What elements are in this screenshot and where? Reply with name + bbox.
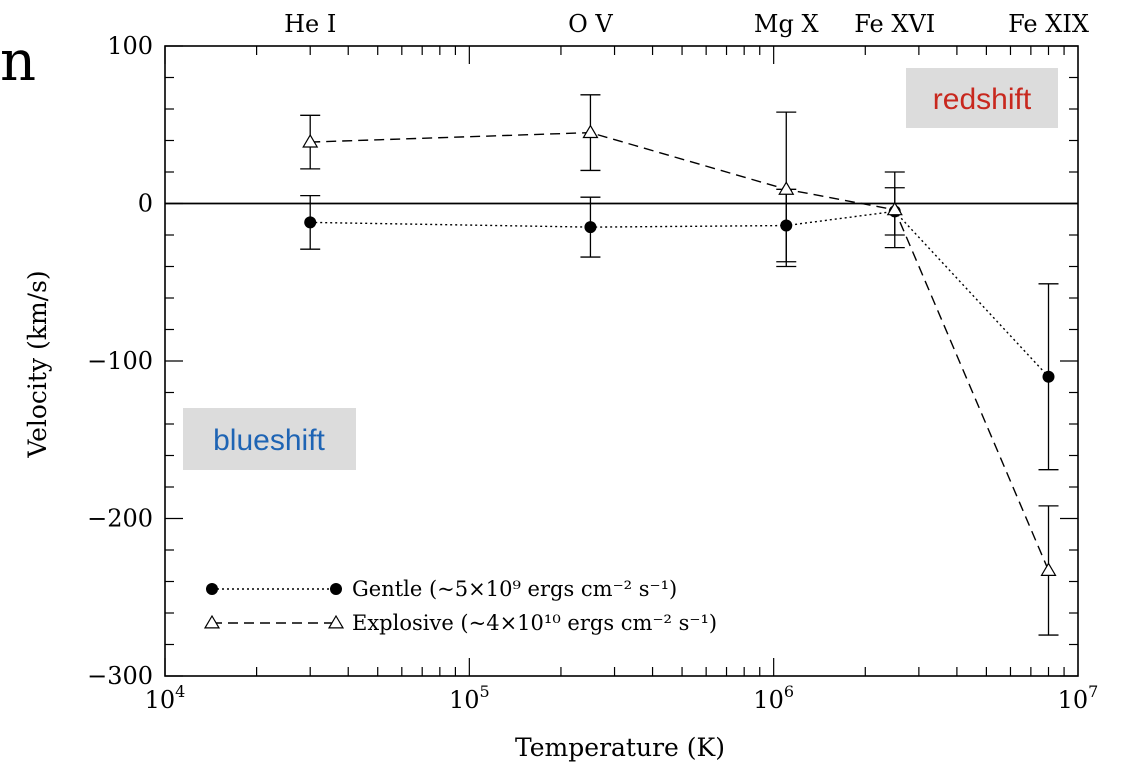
- top-axis-ion-labels: He I O V Mg X Fe XVI Fe XIX: [284, 10, 1089, 38]
- top-axis-label: He I: [284, 10, 336, 38]
- annotations: redshift blueshift: [183, 68, 1058, 470]
- series-line: [310, 210, 1050, 378]
- legend-label: Gentle (~5×10⁹ ergs cm⁻² s⁻¹): [352, 577, 677, 601]
- legend: Gentle (~5×10⁹ ergs cm⁻² s⁻¹) Explosive (…: [203, 577, 717, 635]
- top-axis-label: O V: [568, 10, 613, 38]
- y-axis-label: Velocity (km/s): [23, 270, 52, 458]
- legend-marker: [327, 614, 345, 629]
- legend-marker: [203, 614, 221, 629]
- legend-marker: [330, 583, 342, 595]
- data-point: [582, 124, 599, 139]
- series-line: [310, 131, 1050, 571]
- axis-ticks: [164, 45, 1078, 677]
- annotation-box: [183, 408, 356, 470]
- top-axis-label: Fe XIX: [1008, 10, 1089, 38]
- y-tick-label: −300: [87, 662, 153, 690]
- x-tick-label: 104: [145, 682, 186, 714]
- y-tick-label: 0: [138, 190, 153, 218]
- page-fragment-text: n: [0, 29, 36, 94]
- data-point: [304, 216, 317, 229]
- y-tick-label: −100: [87, 347, 153, 375]
- series-layer: [300, 94, 1059, 636]
- x-axis-label: Temperature (K): [515, 733, 725, 762]
- x-tick-label: 106: [753, 682, 794, 714]
- data-point: [302, 133, 319, 148]
- data-point: [584, 221, 597, 234]
- legend-marker: [206, 583, 218, 595]
- y-tick-label: 100: [107, 32, 153, 60]
- data-point: [778, 181, 795, 195]
- data-point: [886, 201, 903, 216]
- legend-label: Explosive (~4×10¹⁰ ergs cm⁻² s⁻¹): [352, 611, 717, 635]
- annotation-blueshift: blueshift: [213, 424, 325, 457]
- data-point: [1040, 562, 1057, 576]
- top-axis-label: Fe XVI: [854, 10, 935, 38]
- annotation-box: [906, 68, 1058, 128]
- annotation-redshift: redshift: [933, 83, 1032, 116]
- data-point: [1042, 370, 1055, 383]
- x-tick-label: 107: [1058, 682, 1099, 714]
- y-tick-label: −200: [87, 505, 153, 533]
- series-explosive: [300, 94, 1059, 636]
- x-tick-label: 105: [449, 682, 490, 714]
- top-axis-label: Mg X: [754, 10, 819, 38]
